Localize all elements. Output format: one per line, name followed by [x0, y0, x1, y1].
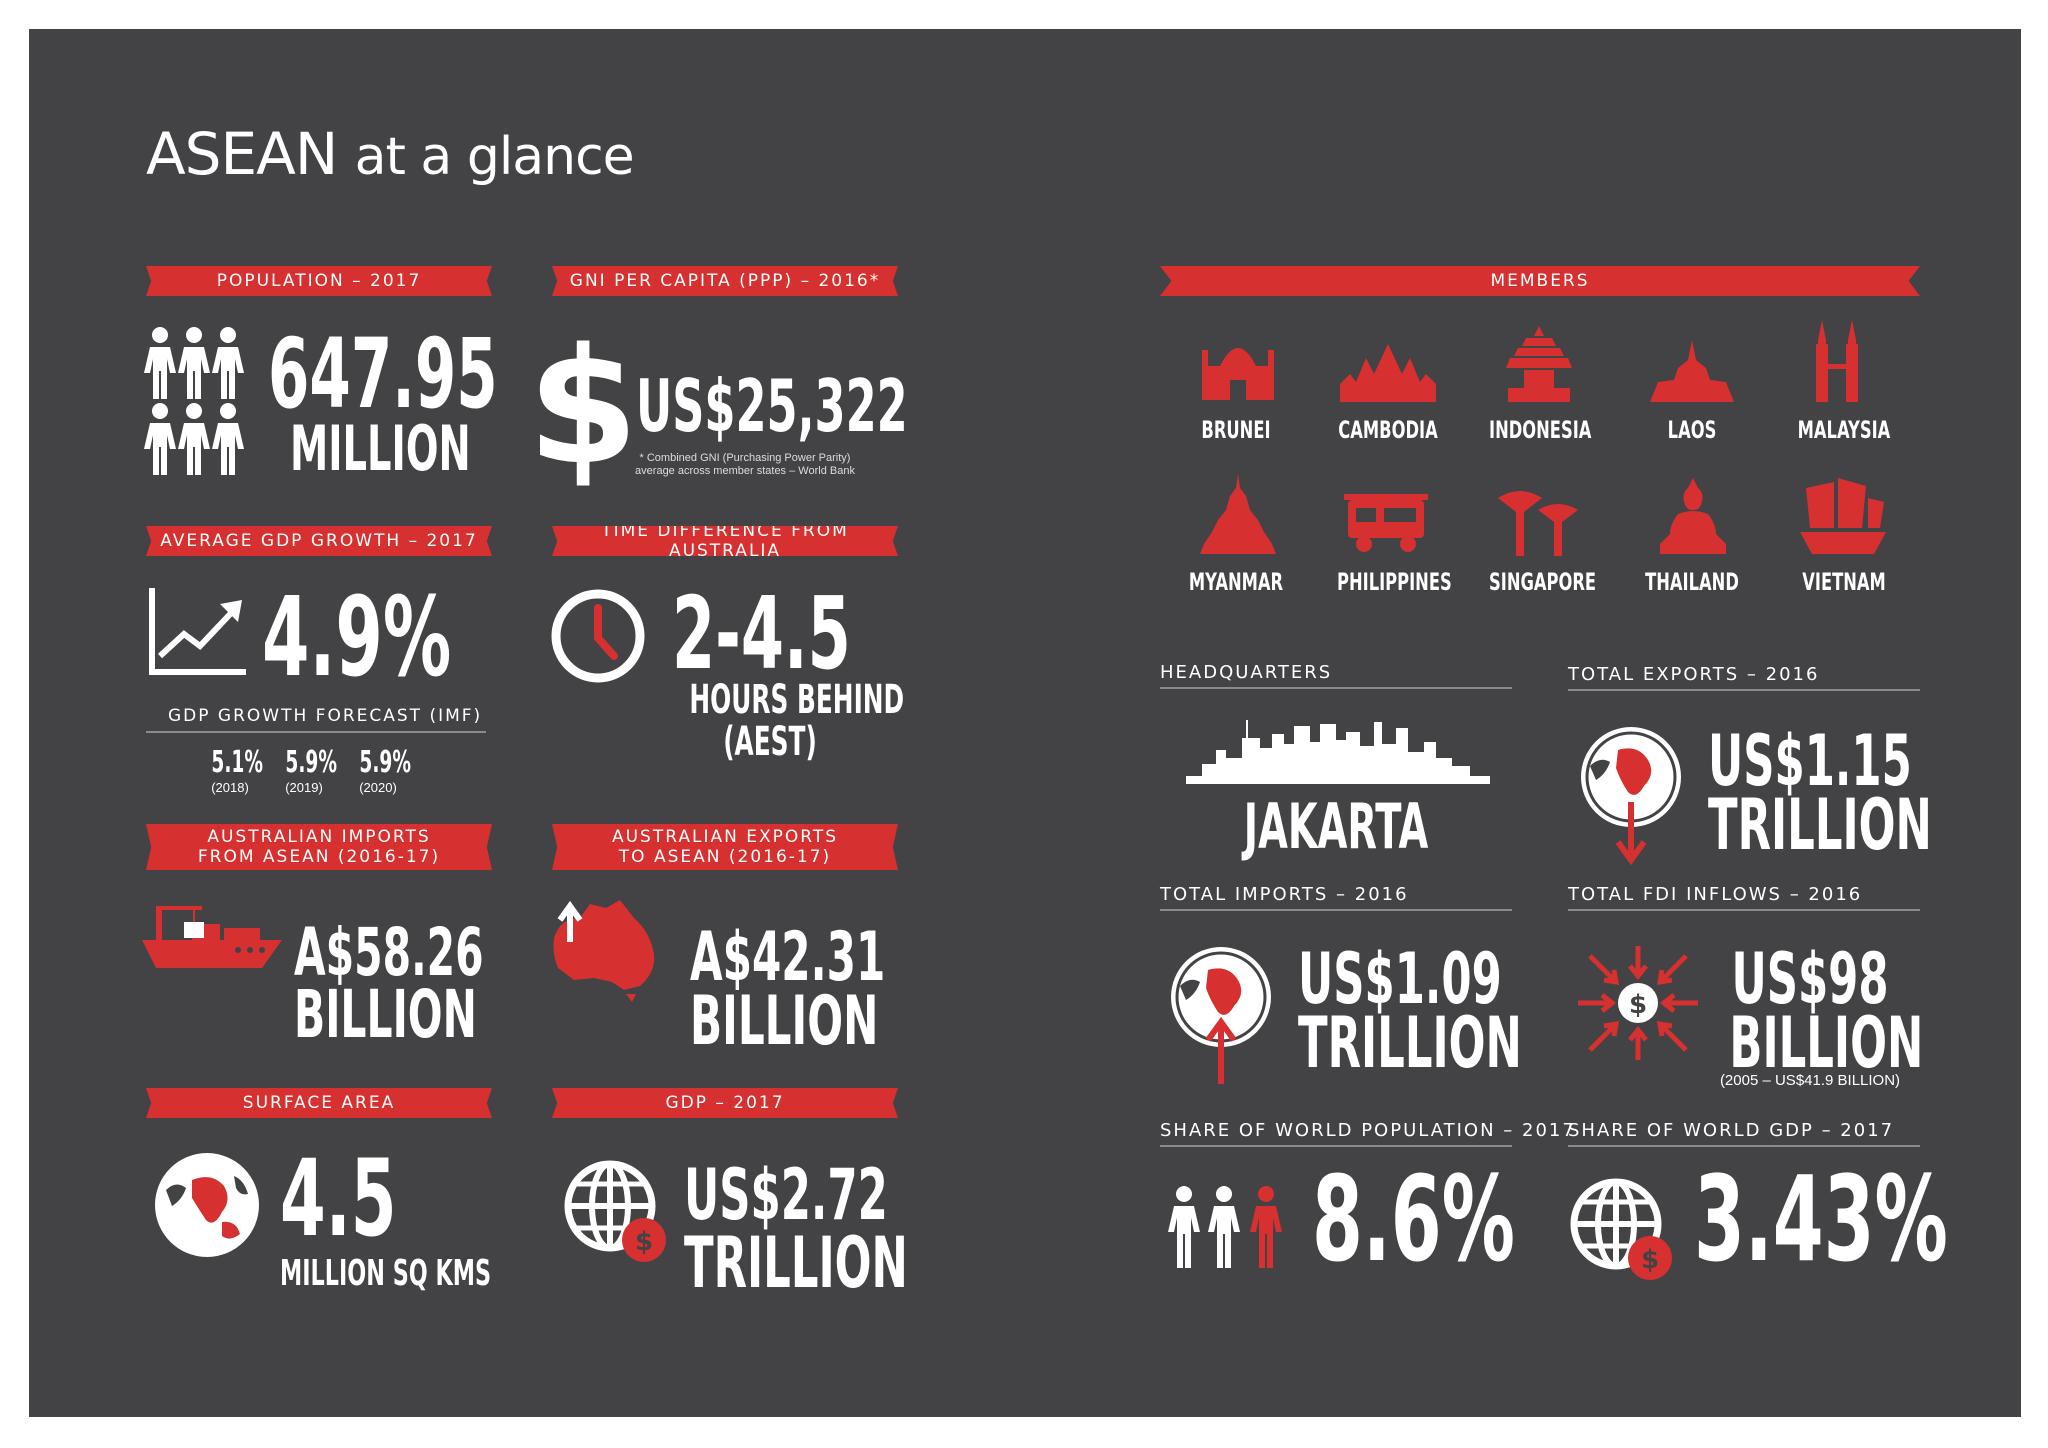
globe-dollar-icon: $ — [1570, 1178, 1672, 1280]
surface-area-value: 4.5 — [280, 1137, 397, 1260]
member-myanmar: MYANMAR — [1188, 568, 1284, 596]
divider — [1160, 909, 1512, 911]
cargo-ship-icon — [142, 906, 282, 968]
member-brunei: BRUNEI — [1201, 416, 1271, 444]
total-imports-label: TOTAL IMPORTS – 2016 — [1160, 884, 1409, 905]
globe-dollar-icon: $ — [564, 1160, 666, 1262]
brunei-mosque-icon — [1202, 348, 1274, 400]
forecast-item: 5.9% (2020) — [359, 745, 411, 796]
people-share-icon — [1168, 1186, 1282, 1268]
thailand-buddha-icon — [1660, 478, 1726, 554]
fdi-note: (2005 – US$41.9 BILLION) — [1719, 1072, 1901, 1089]
cambodia-temple-icon — [1340, 344, 1436, 402]
gni-ribbon: GNI PER CAPITA (PPP) – 2016* — [552, 266, 898, 296]
fdi-unit: BILLION — [1729, 1002, 1924, 1084]
member-philippines: PHILIPPINES — [1337, 568, 1452, 596]
divider — [146, 731, 486, 733]
inflow-icon: $ — [1578, 946, 1698, 1060]
malaysia-towers-icon — [1816, 320, 1858, 402]
people-icon — [144, 327, 244, 475]
time-diff-ribbon: TIME DIFFERENCE FROM AUSTRALIA — [552, 526, 898, 556]
infographic-panel — [29, 29, 2021, 1417]
member-laos: LAOS — [1667, 416, 1717, 444]
globe-arrow-up-icon — [1171, 947, 1271, 1084]
gdp-growth-value: 4.9% — [262, 573, 452, 701]
vietnam-junk-boat-icon — [1800, 478, 1886, 554]
svg-text:$: $ — [635, 1227, 653, 1257]
fdi-label: TOTAL FDI INFLOWS – 2016 — [1568, 884, 1863, 905]
member-cambodia: CAMBODIA — [1338, 416, 1438, 444]
aus-imports-value: A$58.26 — [294, 914, 484, 991]
svg-text:$: $ — [1629, 990, 1647, 1020]
total-exports-value: US$1.15 — [1708, 720, 1912, 802]
singapore-supertrees-icon — [1498, 491, 1578, 556]
gni-footnote: * Combined GNI (Purchasing Power Parity)… — [635, 452, 855, 477]
divider — [1568, 1145, 1920, 1147]
world-gdp-label: SHARE OF WORLD GDP – 2017 — [1568, 1120, 1895, 1141]
divider — [1160, 1145, 1512, 1147]
australia-map-icon — [553, 900, 655, 1002]
aus-exports-unit: BILLION — [690, 982, 879, 1061]
members-ribbon: MEMBERS — [1160, 266, 1920, 296]
philippines-jeepney-icon — [1344, 494, 1428, 552]
svg-text:$: $ — [527, 313, 638, 500]
gdp-growth-ribbon: AVERAGE GDP GROWTH – 2017 — [146, 526, 492, 556]
growth-chart-icon — [149, 588, 246, 675]
divider — [1568, 909, 1920, 911]
aus-imports-unit: BILLION — [294, 976, 477, 1053]
globe-arrow-down-icon — [1581, 727, 1681, 866]
forecast-item: 5.9% (2019) — [285, 745, 337, 796]
aus-exports-ribbon: AUSTRALIAN EXPORTS TO ASEAN (2016-17) — [552, 824, 898, 870]
time-diff-line2: (AEST) — [723, 719, 817, 765]
fdi-value: US$98 — [1731, 938, 1889, 1020]
gdp-forecast-label: GDP GROWTH FORECAST (IMF) — [168, 706, 483, 726]
surface-area-ribbon: SURFACE AREA — [146, 1088, 492, 1118]
world-pop-label: SHARE OF WORLD POPULATION – 2017 — [1160, 1120, 1576, 1141]
member-singapore: SINGAPORE — [1489, 568, 1597, 596]
world-gdp-value: 3.43% — [1694, 1150, 1948, 1288]
divider — [1160, 687, 1512, 689]
total-exports-label: TOTAL EXPORTS – 2016 — [1568, 664, 1820, 685]
gdp-unit: TRILLION — [684, 1222, 908, 1304]
myanmar-pagoda-icon — [1200, 474, 1276, 554]
time-diff-line1: HOURS BEHIND — [689, 677, 905, 723]
total-imports-unit: TRILLION — [1298, 1002, 1522, 1084]
forecast-item: 5.1% (2018) — [211, 745, 263, 796]
gni-value: US$25,322 — [636, 364, 908, 448]
svg-text:$: $ — [1641, 1245, 1659, 1275]
indonesia-temple-icon — [1506, 326, 1572, 402]
dollar-icon: $ — [527, 313, 638, 500]
divider — [1568, 689, 1920, 691]
total-exports-unit: TRILLION — [1708, 784, 1932, 866]
world-pop-value: 8.6% — [1312, 1150, 1515, 1288]
headquarters-label: HEADQUARTERS — [1160, 662, 1333, 683]
gdp-value: US$2.72 — [684, 1154, 888, 1236]
clock-icon — [551, 589, 645, 683]
total-imports-value: US$1.09 — [1298, 938, 1502, 1020]
headquarters-value: JAKARTA — [1243, 790, 1429, 863]
aus-exports-value: A$42.31 — [690, 918, 886, 997]
member-indonesia: INDONESIA — [1489, 416, 1592, 444]
skyline-icon — [1186, 720, 1490, 784]
population-ribbon: POPULATION – 2017 — [146, 266, 492, 296]
population-value: 647.95 — [268, 318, 498, 430]
page-title: ASEAN at a glance — [146, 120, 635, 188]
laos-temple-icon — [1650, 340, 1734, 402]
population-unit: MILLION — [290, 412, 471, 485]
member-vietnam: VIETNAM — [1802, 568, 1886, 596]
globe-icon — [155, 1153, 259, 1257]
aus-imports-ribbon: AUSTRALIAN IMPORTS FROM ASEAN (2016-17) — [146, 824, 492, 870]
member-thailand: THAILAND — [1645, 568, 1739, 596]
surface-area-unit: MILLION SQ KMS — [280, 1253, 492, 1294]
time-diff-value: 2-4.5 — [672, 575, 851, 692]
gdp-ribbon: GDP – 2017 — [552, 1088, 898, 1118]
member-malaysia: MALAYSIA — [1797, 416, 1891, 444]
